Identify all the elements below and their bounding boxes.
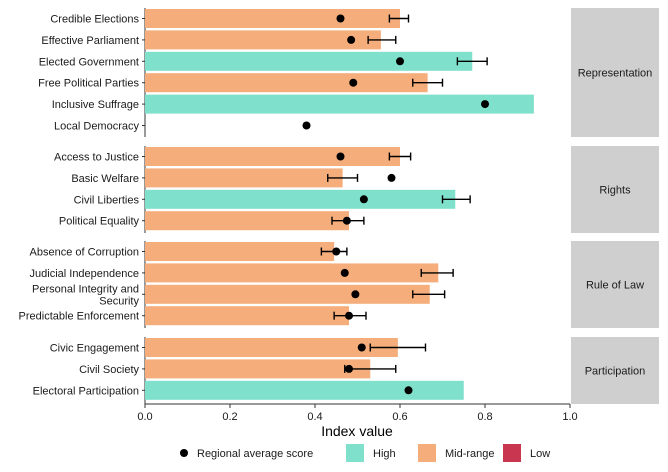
bar [145,94,534,114]
category-label: Electoral Participation [33,385,139,397]
bar [145,380,464,400]
regional-average-point [336,152,345,161]
bar [145,284,430,304]
category-label: Personal Integrity and Security [32,283,140,307]
category-label: Free Political Parties [38,78,139,90]
regional-average-point [404,386,413,395]
category-row: Effective Parliament [41,30,397,50]
category-label: Civil Society [79,364,139,376]
x-tick-label: 0.6 [392,411,407,423]
legend-label-high: High [373,448,396,460]
category-label: Absence of Corruption [30,247,139,259]
x-axis-title: Index value [321,423,393,439]
x-tick-label: 0.8 [477,411,492,423]
regional-average-point [359,195,368,204]
category-row: Civil Liberties [74,189,471,209]
facet-strip [571,146,659,233]
bar [145,9,400,28]
category-label: Judicial Independence [30,268,139,280]
regional-average-point [340,268,349,277]
category-row: Free Political Parties [38,73,444,93]
facet-strip-label: Rule of Law [586,280,644,292]
panel-representation: Representation Credible Elections Effectiv… [38,8,659,137]
panels-layer: Representation Credible Elections Effectiv… [19,8,659,404]
category-row: Credible Elections [50,9,410,28]
bar [145,73,428,93]
bar [145,147,400,166]
category-row: Judicial Independence [30,263,454,283]
x-tick-label: 0.2 [222,411,237,423]
category-row: Personal Integrity and Security [32,283,446,307]
category-row: Absence of Corruption [30,242,348,261]
bar [145,211,349,231]
legend-label-low: Low [530,448,550,460]
panel-rights: Rights Access to Justice Basic Welfare Civi… [54,146,659,233]
x-tick-label: 1.0 [562,411,577,423]
legend: Regional average score High Mid-range Low [180,444,550,462]
category-label: Credible Elections [50,14,139,26]
category-row: Local Democracy [54,121,311,133]
category-row: Civil Society [79,359,397,379]
category-row: Civic Engagement [50,338,427,357]
regional-average-point [347,35,356,44]
category-label: Elected Government [39,56,139,68]
facet-strip-label: Rights [599,185,631,197]
regional-average-point [481,100,489,109]
bar [145,51,473,71]
facet-strip [571,337,659,404]
legend-swatch-low [503,444,521,462]
legend-point-label: Regional average score [197,448,313,460]
panel-participation: Participation Civic Engagement Civil Socie… [33,337,659,404]
category-label: Basic Welfare [71,173,139,185]
bar [145,306,349,326]
category-row: Electoral Participation [33,380,464,400]
regional-average-point [332,247,341,256]
category-label: Civic Engagement [50,343,139,355]
regional-average-point [336,14,345,23]
panel-rule-of-law: Rule of Law Absence of Corruption Judicial… [19,241,659,328]
x-tick-label: 0.4 [307,411,322,423]
category-label: Inclusive Suffrage [52,99,139,111]
facet-strip [571,8,659,137]
category-row: Political Equality [59,211,365,231]
category-label: Civil Liberties [74,194,140,206]
bar [145,263,439,283]
regional-average-point [345,364,353,373]
legend-swatch-high [346,444,364,462]
x-tick-label: 0.0 [137,411,152,423]
regional-average-point [387,173,396,182]
bar [145,359,371,379]
regional-average-point [349,78,358,87]
category-row: Elected Government [39,51,488,71]
category-label: Local Democracy [54,121,139,133]
bar [145,338,398,357]
regional-average-point [351,290,360,299]
category-row: Predictable Enforcement [19,306,367,326]
bar [145,242,335,261]
category-label: Political Equality [59,216,140,228]
bar [145,168,343,188]
legend-label-mid: Mid-range [445,448,495,460]
regional-average-point [396,57,404,66]
category-row: Basic Welfare [71,168,396,188]
regional-average-point [342,216,351,225]
regional-average-point [302,121,311,130]
category-row: Access to Justice [54,147,412,166]
regional-average-point [357,343,366,352]
facet-strip [571,241,659,328]
regional-average-point [345,311,353,320]
category-row: Inclusive Suffrage [52,94,534,114]
category-label: Effective Parliament [41,35,139,47]
category-label: Access to Justice [54,152,139,164]
facet-strip-label: Participation [585,366,646,378]
facet-strip-label: Representation [578,68,653,80]
category-label: Predictable Enforcement [19,311,139,323]
x-axis: 0.0 0.2 0.4 0.6 0.8 1.0 [137,403,578,423]
bar [145,30,381,50]
bar [145,189,456,209]
legend-swatch-mid [418,444,436,462]
legend-point-key [180,449,188,457]
